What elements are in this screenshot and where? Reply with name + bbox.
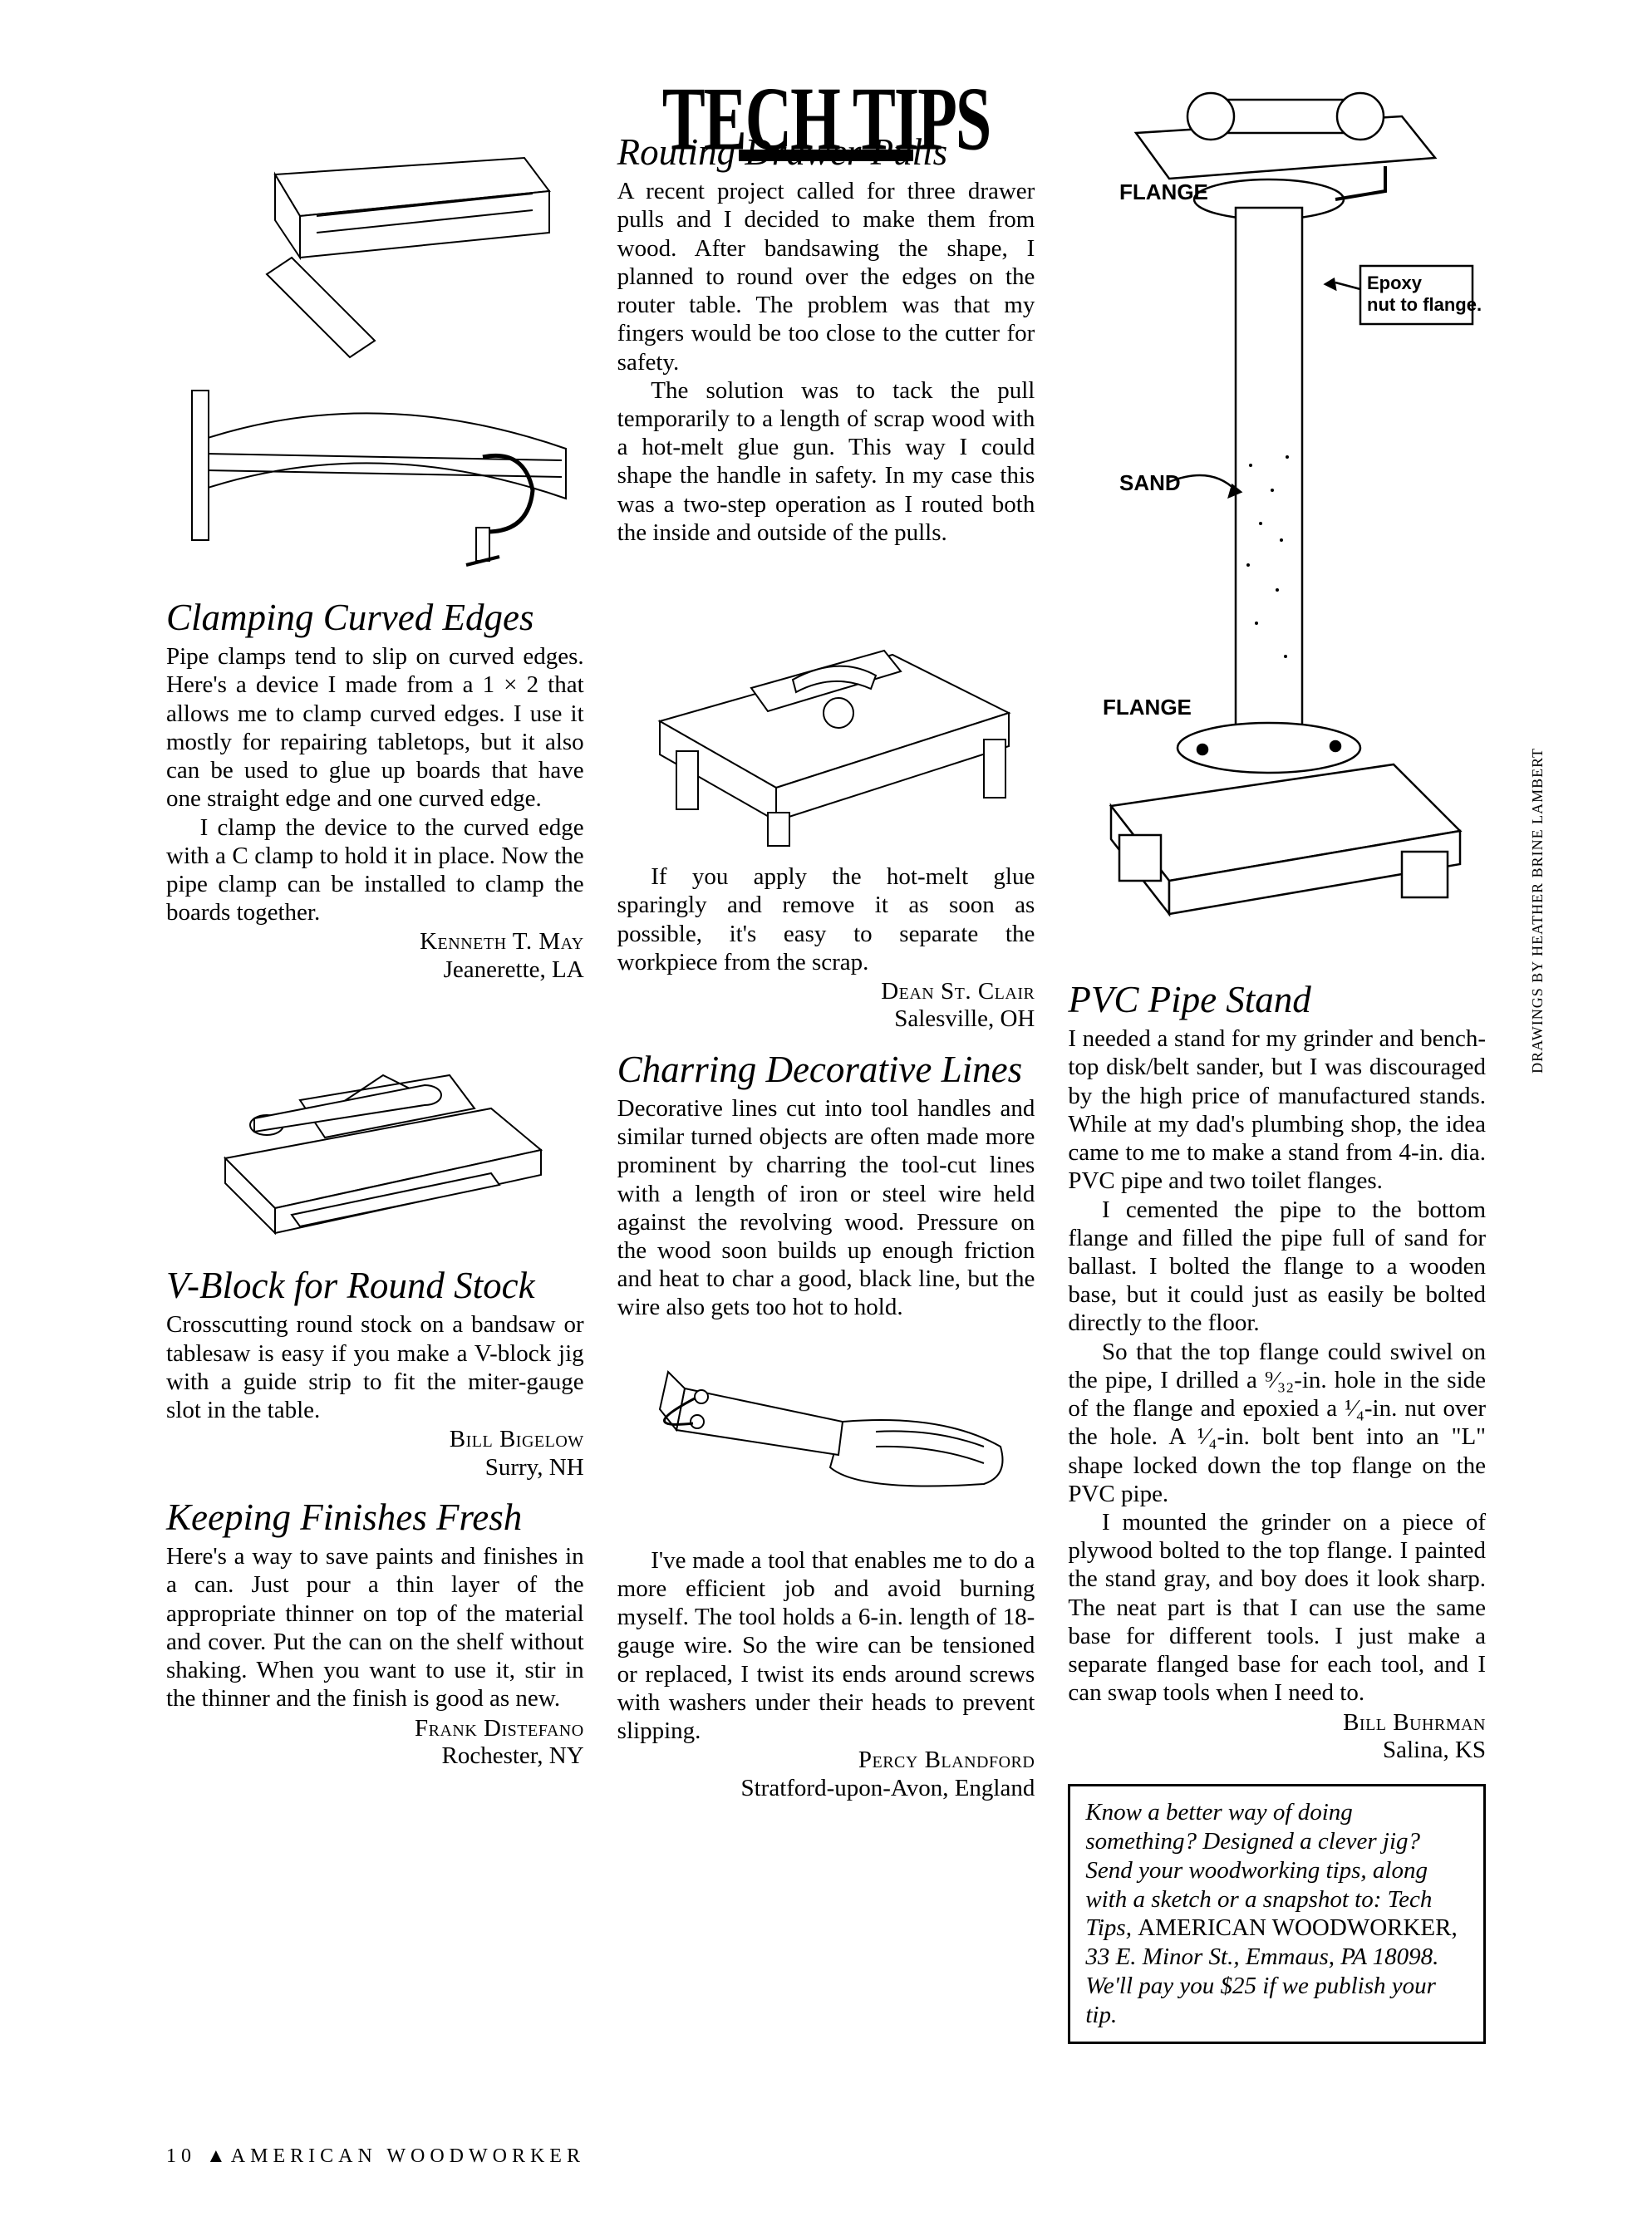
body-text: I've made a tool that enables me to do a…: [617, 1546, 1035, 1746]
body-text: If you apply the hot-melt glue sparingly…: [617, 862, 1035, 976]
body-text: Decorative lines cut into tool handles a…: [617, 1094, 1035, 1322]
body-text: The solution was to tack the pull tempor…: [617, 376, 1035, 547]
article-title-finishes: Keeping Finishes Fresh: [166, 1498, 584, 1537]
body-text: Crosscutting round stock on a bandsaw or…: [166, 1310, 584, 1424]
pvc-stand-illustration: FLANGE Epoxy nut to flange. SAND FLANGE: [1069, 75, 1485, 972]
wire-tool-illustration: [627, 1330, 1025, 1538]
byline-name: Dean St. Clair: [881, 978, 1035, 1005]
article-title-vblock: V-Block for Round Stock: [166, 1266, 584, 1305]
byline: Percy Blandford Stratford-upon-Avon, Eng…: [617, 1747, 1035, 1802]
byline: Bill Bigelow Surry, NH: [166, 1426, 584, 1482]
byline: Frank Distefano Rochester, NY: [166, 1715, 584, 1771]
article-title-pvc: PVC Pipe Stand: [1068, 980, 1486, 1020]
vblock-illustration: [175, 1009, 574, 1258]
page-number: 10: [166, 2145, 196, 2167]
body-text: Here's a way to save paints and finishes…: [166, 1542, 584, 1712]
label-flange-top: FLANGE: [1119, 179, 1208, 204]
body-text: Pipe clamps tend to slip on curved edges…: [166, 642, 584, 813]
callout-text-c: 33 E. Minor St., Emmaus, PA 18098. We'll…: [1085, 1943, 1438, 2028]
byline-name: Frank Distefano: [415, 1715, 584, 1742]
body-text: So that the top flange could swivel on t…: [1068, 1338, 1486, 1508]
magazine-name: AMERICAN WOODWORKER: [231, 2145, 585, 2167]
byline: Dean St. Clair Salesville, OH: [617, 978, 1035, 1034]
body-text: A recent project called for three drawer…: [617, 177, 1035, 376]
byline-loc: Salina, KS: [1383, 1737, 1486, 1763]
clamp-jig-illustration: [175, 141, 574, 590]
byline: Bill Buhrman Salina, KS: [1068, 1709, 1486, 1765]
byline-loc: Salesville, OH: [894, 1005, 1035, 1032]
label-flange-bot: FLANGE: [1103, 695, 1192, 720]
byline-loc: Rochester, NY: [441, 1742, 583, 1769]
page-footer: 10 ▲ AMERICAN WOODWORKER: [166, 2145, 585, 2168]
byline-name: Kenneth T. May: [420, 928, 584, 955]
footer-triangle-icon: ▲: [206, 2145, 231, 2167]
label-epoxy-2: nut to flange.: [1367, 294, 1482, 315]
illustration-credit: DRAWINGS BY HEATHER BRINE LAMBERT: [1529, 748, 1546, 1074]
body-text: I needed a stand for my grinder and benc…: [1068, 1025, 1486, 1195]
label-epoxy-1: Epoxy: [1367, 273, 1423, 293]
router-table-illustration: [627, 555, 1025, 854]
page-title: TECH TIPS: [662, 66, 991, 171]
callout-text-b: AMERICAN WOODWORKER,: [1138, 1914, 1458, 1941]
body-text: I clamp the device to the curved edge wi…: [166, 813, 584, 927]
byline-loc: Jeanerette, LA: [444, 956, 584, 983]
column-3: FLANGE Epoxy nut to flange. SAND FLANGE …: [1068, 133, 1486, 2044]
label-sand: SAND: [1119, 470, 1181, 495]
byline-loc: Surry, NH: [485, 1454, 584, 1481]
article-title-charring: Charring Decorative Lines: [617, 1050, 1035, 1089]
column-1: Clamping Curved Edges Pipe clamps tend t…: [166, 133, 584, 2044]
byline-name: Percy Blandford: [858, 1747, 1035, 1773]
column-2: Routing Drawer Pulls A recent project ca…: [617, 133, 1035, 2044]
byline: Kenneth T. May Jeanerette, LA: [166, 928, 584, 984]
article-title-clamping: Clamping Curved Edges: [166, 598, 584, 637]
byline-loc: Stratford-upon-Avon, England: [741, 1775, 1035, 1801]
submission-callout: Know a better way of doing something? De…: [1068, 1784, 1486, 2043]
byline-name: Bill Buhrman: [1343, 1709, 1486, 1736]
body-text: I mounted the grinder on a piece of plyw…: [1068, 1508, 1486, 1708]
page: TECH TIPS: [0, 0, 1652, 2226]
byline-name: Bill Bigelow: [450, 1426, 584, 1452]
columns: Clamping Curved Edges Pipe clamps tend t…: [166, 133, 1486, 2044]
body-text: I cemented the pipe to the bottom flange…: [1068, 1196, 1486, 1338]
